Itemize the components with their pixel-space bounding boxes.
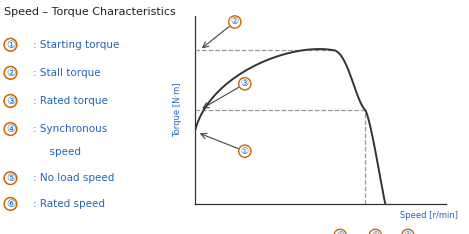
Text: ⑥: ⑥ <box>6 199 15 209</box>
Text: : Stall torque: : Stall torque <box>33 68 101 78</box>
Text: ①: ① <box>6 40 15 50</box>
Text: ①: ① <box>241 147 249 156</box>
Text: Speed – Torque Characteristics: Speed – Torque Characteristics <box>4 7 176 17</box>
Text: ⑤: ⑤ <box>6 173 15 183</box>
Text: Speed [r/min]: Speed [r/min] <box>400 211 458 220</box>
Text: ⑤: ⑤ <box>371 231 379 234</box>
Text: ④: ④ <box>404 231 412 234</box>
Text: Torque [N·m]: Torque [N·m] <box>173 83 182 137</box>
Text: ③: ③ <box>241 79 249 88</box>
Text: ③: ③ <box>6 96 15 106</box>
Text: : Starting torque: : Starting torque <box>33 40 120 50</box>
Text: : No load speed: : No load speed <box>33 173 114 183</box>
Text: : Rated speed: : Rated speed <box>33 199 105 209</box>
Text: ⑥: ⑥ <box>336 231 344 234</box>
Text: ②: ② <box>231 18 239 26</box>
Text: : Rated torque: : Rated torque <box>33 96 108 106</box>
Text: ④: ④ <box>6 124 15 134</box>
Text: ②: ② <box>6 68 15 78</box>
Text: speed: speed <box>43 147 81 157</box>
Text: : Synchronous: : Synchronous <box>33 124 107 134</box>
